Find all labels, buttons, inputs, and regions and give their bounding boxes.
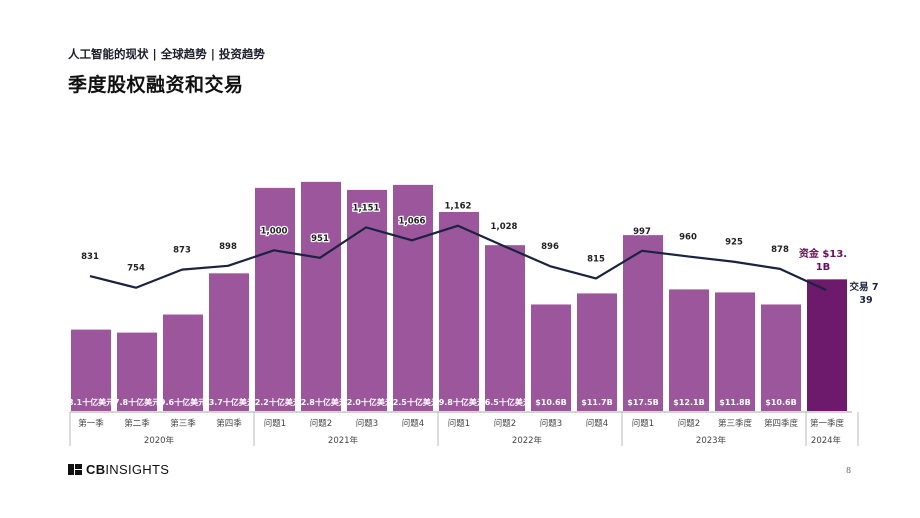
- year-tick-label: 2023年: [696, 435, 727, 446]
- funding-bar: [301, 181, 341, 411]
- quarter-tick-label: 问题4: [586, 419, 608, 429]
- funding-bar-label: 8.1十亿美元: [68, 397, 114, 407]
- funding-bar: [439, 212, 479, 411]
- funding-bar: [209, 273, 249, 411]
- funding-bar-label: 22.0十亿美元: [341, 397, 393, 407]
- latest-deals-label: 交易 7: [850, 281, 879, 293]
- quarter-tick-label: 第四季度: [764, 418, 799, 429]
- deals-data-label: 898: [219, 242, 237, 252]
- funding-bar-label: 16.5十亿美元: [479, 397, 531, 407]
- funding-bar-label: $11.7B: [581, 398, 612, 407]
- cb-logo-mark-icon: [68, 464, 82, 475]
- quarter-tick-label: 问题2: [494, 419, 516, 429]
- deals-data-label: 997: [633, 227, 651, 237]
- latest-funding-label: 资金 $13.: [799, 247, 847, 260]
- quarter-tick-label: 问题1: [448, 419, 470, 429]
- quarter-tick-label: 问题2: [678, 419, 700, 429]
- funding-bar-label: $10.6B: [535, 398, 566, 407]
- funding-bar: [669, 289, 709, 411]
- deals-data-label: 1,000: [261, 226, 288, 236]
- funding-bar: [807, 279, 847, 411]
- quarter-tick-label: 第一季度: [810, 418, 845, 429]
- funding-bar-label: $10.6B: [765, 398, 796, 407]
- quarter-tick-label: 问题1: [264, 419, 286, 429]
- deals-data-label: 831: [81, 252, 99, 262]
- quarter-tick-label: 问题3: [540, 419, 562, 429]
- year-tick-label: 2021年: [328, 435, 359, 446]
- funding-bar-label: 9.6十亿美元: [160, 397, 206, 407]
- funding-bar-label: 19.8十亿美元: [433, 397, 485, 407]
- funding-bar-label: 22.2十亿美元: [249, 397, 301, 407]
- logo-wordmark: CBINSIGHTS: [86, 462, 170, 477]
- funding-bar: [761, 304, 801, 411]
- quarter-tick-label: 第三季度: [718, 418, 753, 429]
- deals-data-label: 878: [771, 245, 789, 255]
- funding-bar-label: $11.8B: [719, 398, 750, 407]
- quarter-tick-label: 问题2: [310, 419, 332, 429]
- quarter-tick-label: 第一季: [78, 418, 104, 429]
- funding-bar-label: 22.8十亿美元: [295, 397, 347, 407]
- year-tick-label: 2022年: [512, 435, 543, 446]
- quarter-tick-label: 第四季: [216, 418, 242, 429]
- funding-bar-label: $12.1B: [673, 398, 704, 407]
- deals-data-label: 754: [127, 264, 145, 274]
- report-kicker: 人工智能的现状 | 全球趋势 | 投资趋势: [68, 47, 265, 61]
- quarter-tick-label: 问题3: [356, 419, 378, 429]
- year-tick-label: 2020年: [144, 435, 175, 446]
- funding-bar: [163, 314, 203, 411]
- funding-bar: [715, 292, 755, 411]
- deals-data-label: 1,066: [399, 216, 426, 226]
- cb-insights-logo: CBINSIGHTS: [68, 462, 169, 477]
- deals-data-label: 925: [725, 238, 743, 248]
- deals-data-label: 896: [541, 242, 559, 252]
- funding-bar: [577, 293, 617, 411]
- deals-data-label: 1,151: [353, 203, 380, 213]
- funding-bar: [623, 235, 663, 411]
- funding-bar: [485, 245, 525, 411]
- funding-bar-label: $17.5B: [627, 398, 658, 407]
- deals-data-label: 1,028: [491, 222, 518, 232]
- quarter-tick-label: 第二季: [124, 418, 150, 429]
- funding-bar: [255, 187, 295, 411]
- latest-funding-label: 1B: [816, 262, 831, 273]
- deals-data-label: 873: [173, 246, 191, 256]
- latest-deals-label: 39: [859, 295, 872, 306]
- funding-bar-label: 7.8十亿美元: [114, 397, 160, 407]
- funding-bar: [347, 189, 387, 411]
- deals-data-label: 951: [311, 234, 329, 244]
- funding-bar: [117, 332, 157, 411]
- page-title: 季度股权融资和交易: [68, 74, 244, 96]
- deals-data-label: 815: [587, 254, 605, 264]
- year-tick-label: 2024年: [811, 435, 842, 446]
- funding-bar: [531, 304, 571, 411]
- funding-bar: [71, 329, 111, 411]
- funding-bar-label: 13.7十亿美元: [203, 397, 255, 407]
- deals-line: [89, 224, 827, 291]
- deals-data-label: 960: [679, 232, 697, 242]
- deals-data-label: 1,162: [445, 202, 472, 212]
- quarter-tick-label: 问题1: [632, 419, 654, 429]
- quarter-tick-label: 第三季: [170, 418, 196, 429]
- quarter-tick-label: 问题4: [402, 419, 424, 429]
- funding-bar-label: 22.5十亿美元: [387, 397, 439, 407]
- page-number: 8: [846, 466, 852, 475]
- funding-bar: [393, 184, 433, 411]
